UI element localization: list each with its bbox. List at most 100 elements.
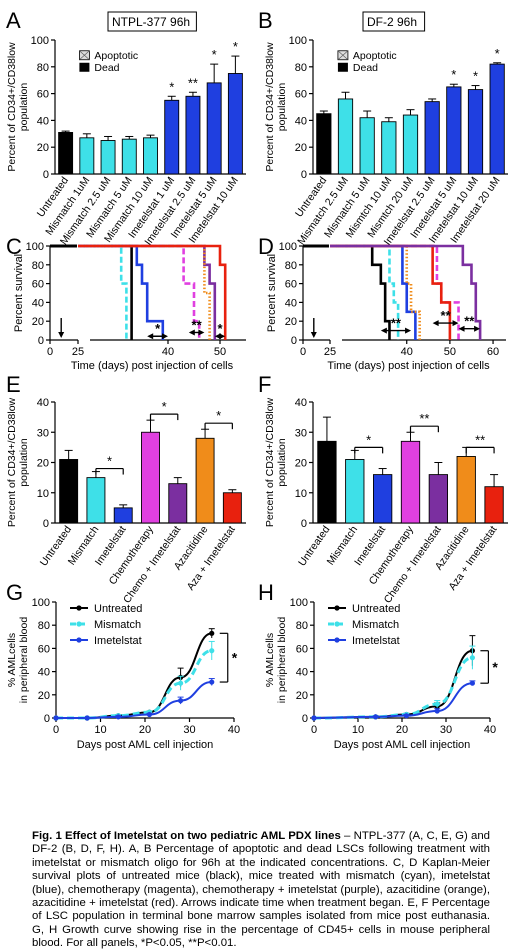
bar-4 <box>381 121 397 175</box>
y-axis-label: Percent survival <box>13 254 25 332</box>
sig-arrow-head <box>162 333 168 340</box>
bar-chart-panel-e: 0 10 20 30 40 Percent of CD34+/CD38lowpopulat… <box>6 397 246 606</box>
panel-letter-b: B <box>258 8 273 33</box>
bar-3 <box>100 140 116 175</box>
treatment-arrow-head <box>58 332 65 338</box>
significance-label: * <box>451 67 456 82</box>
bar-chart-panel-f: 0 10 20 30 40 Percent of CD34+/CD38lowpopulat… <box>264 397 508 606</box>
bar-7 <box>222 492 242 524</box>
x-axis-label: Days post AML cell injection <box>77 739 214 751</box>
data-point-imetelstat <box>469 680 475 686</box>
x-tick-label: 25 <box>324 346 336 358</box>
y-axis-label: Percent of CD34+/CD38lowpopulation <box>264 42 288 172</box>
y-axis-label: Percent survival <box>266 254 278 332</box>
x-tick-label: 25 <box>72 346 84 358</box>
sig-arrow-head <box>147 333 154 340</box>
y-tick-label: 20 <box>296 690 308 702</box>
y-axis-label: Percent of CD34+/CD38lowpopulation <box>264 397 288 527</box>
survival-curve-red <box>78 244 227 340</box>
y-tick-label: 40 <box>37 115 49 127</box>
panel-title-box <box>107 11 197 32</box>
significance-label: ** <box>419 411 429 426</box>
y-tick-label: 80 <box>32 260 44 272</box>
y-tick-label: 20 <box>38 690 50 702</box>
y-tick-label: 100 <box>31 35 49 47</box>
x-tick-label: 40 <box>484 724 496 736</box>
significance-label: * <box>495 46 500 61</box>
significance-label: * <box>155 321 161 336</box>
y-tick-label: 60 <box>32 279 44 291</box>
legend-label: Mismatch <box>94 619 141 631</box>
y-axis-label-line: population <box>276 438 288 487</box>
x-tick-label: 50 <box>214 346 226 358</box>
growth-chart-panel-h: 0 20 40 60 80 100 0 10 20 30 40 % AMLcellsin periph… <box>264 597 498 751</box>
bar-8 <box>206 82 222 175</box>
panel-box-title: DF-2 96h <box>367 15 417 29</box>
y-axis-label: Percent of CD34+/CD38lowpopulation <box>6 42 30 172</box>
y-tick-label: 0 <box>302 713 308 725</box>
sig-arrow-head <box>380 327 387 334</box>
sig-arrow-head <box>198 329 205 336</box>
legend-marker <box>334 637 340 643</box>
x-axis-label: Time (days) post injection of cells <box>327 360 490 372</box>
significance-label: ** <box>441 308 452 323</box>
y-tick-label: 100 <box>289 35 307 47</box>
legend-label: Mismatch <box>352 619 399 631</box>
significance-label: * <box>212 47 217 62</box>
survival-curve-cyan <box>330 244 400 340</box>
y-axis-label-line: Percent of CD34+/CD38low <box>264 397 276 527</box>
bar-3 <box>359 117 375 175</box>
y-tick-label: 60 <box>38 643 50 655</box>
bar-1 <box>316 113 332 175</box>
survival-curve-orange <box>78 244 211 340</box>
treatment-arrow-head <box>310 332 317 338</box>
x-tick-label: 60 <box>487 346 499 358</box>
y-tick-label: 100 <box>279 241 297 253</box>
survival-curve-cyan <box>78 244 128 340</box>
y-tick-label: 60 <box>295 89 307 101</box>
bar-9 <box>227 73 243 175</box>
growth-curve-mismatch <box>56 649 213 720</box>
x-tick-label: 40 <box>401 346 413 358</box>
bar-3 <box>373 474 393 524</box>
y-tick-label: 80 <box>285 260 297 272</box>
legend-label: Apoptotic <box>353 50 397 62</box>
y-axis-label-line: population <box>18 83 30 132</box>
panel-letter-g: G <box>6 580 23 605</box>
bar-6 <box>424 101 440 175</box>
legend-label: Imetelstat <box>94 635 142 647</box>
bar-7 <box>484 486 504 524</box>
significance-label: ** <box>188 75 198 90</box>
bar-1 <box>317 440 337 524</box>
y-tick-label: 30 <box>295 427 307 439</box>
bar-2 <box>337 98 354 175</box>
y-tick-label: 20 <box>295 458 307 470</box>
panel-letter-c: C <box>6 234 22 259</box>
growth-curve-untreated <box>313 649 473 719</box>
y-tick-label: 40 <box>296 667 308 679</box>
y-tick-label: 60 <box>37 89 49 101</box>
y-axis-label: % AMLcellsin peripheral blood <box>6 617 30 704</box>
bar-6 <box>195 437 215 524</box>
significance-label: ** <box>464 314 475 329</box>
significance-label: ** <box>391 316 402 331</box>
y-axis-label-line: population <box>276 83 288 132</box>
panel-letter-e: E <box>6 372 21 397</box>
legend-marker <box>76 621 82 627</box>
panel-letter-f: F <box>258 372 271 397</box>
x-tick-label: 40 <box>228 724 240 736</box>
legend-swatch-dead <box>79 62 90 72</box>
data-point-imetelstat <box>115 714 121 720</box>
significance-label: * <box>217 321 223 336</box>
survival-curve-magenta <box>78 244 201 340</box>
data-point-mismatch <box>209 648 215 654</box>
y-tick-label: 20 <box>37 142 49 154</box>
y-tick-label: 60 <box>296 643 308 655</box>
panel-letter-a: A <box>6 8 21 33</box>
significance-label: * <box>216 408 221 423</box>
y-tick-label: 20 <box>285 316 297 328</box>
